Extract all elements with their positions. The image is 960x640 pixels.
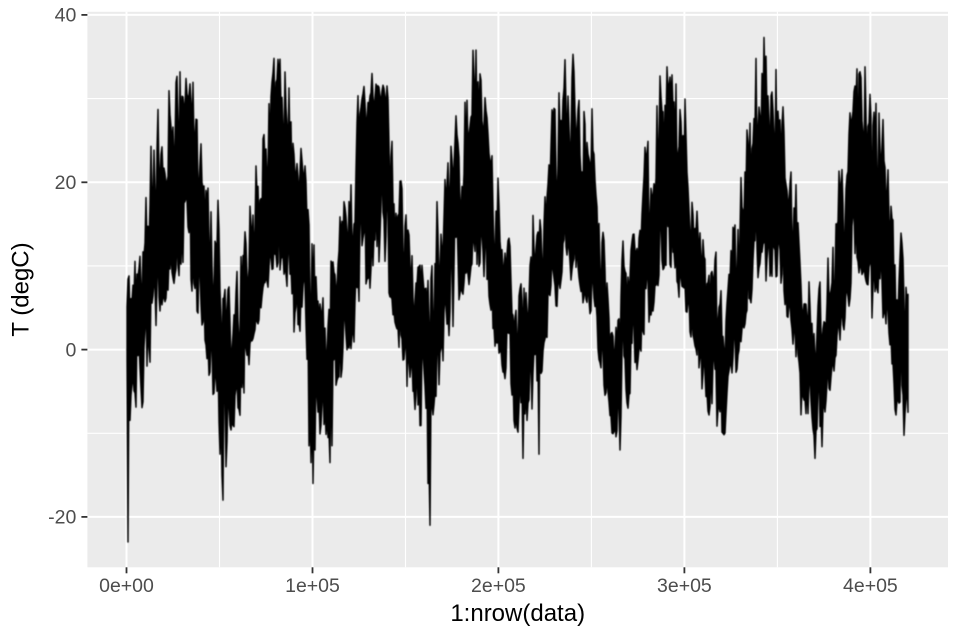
svg-text:20: 20 <box>55 172 77 194</box>
svg-text:3e+05: 3e+05 <box>657 575 712 597</box>
svg-text:T (degC): T (degC) <box>7 242 34 336</box>
svg-text:0e+00: 0e+00 <box>99 575 154 597</box>
svg-text:40: 40 <box>55 5 77 27</box>
svg-text:0: 0 <box>65 339 76 361</box>
svg-text:-20: -20 <box>48 507 76 529</box>
svg-text:4e+05: 4e+05 <box>843 575 898 597</box>
svg-text:2e+05: 2e+05 <box>471 575 526 597</box>
svg-text:1e+05: 1e+05 <box>285 575 340 597</box>
svg-text:1:nrow(data): 1:nrow(data) <box>450 600 585 627</box>
